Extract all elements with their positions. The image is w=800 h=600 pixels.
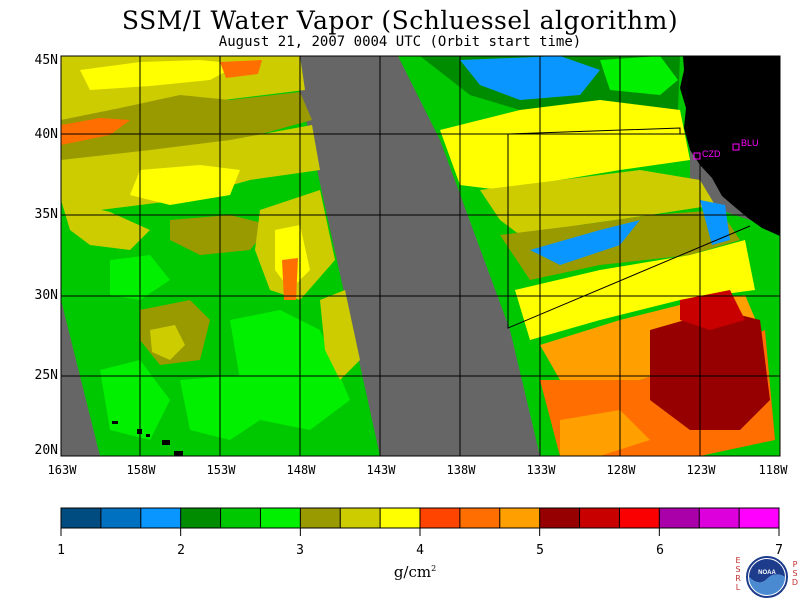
colorbar-swatch [459,508,501,528]
colorbar-swatch [539,508,581,528]
colorbar-swatch [659,508,700,528]
lon-label-128w: 128W [606,463,636,477]
colorbar-swatch [420,508,461,528]
colorbar-swatch [340,508,381,528]
colorbar-units: g/cm2 [380,563,450,581]
lon-label-133w: 133W [526,463,556,477]
colorbar-swatch [260,508,301,528]
svg-text:NOAA: NOAA [758,570,776,576]
colorbar-tick-4: 4 [416,543,424,558]
station-label-blu: BLU [741,138,759,148]
map-frame [60,55,781,457]
station-marker-czd [693,152,701,160]
colorbar-swatch [140,508,182,528]
colorbar-tick-5: 5 [536,543,544,558]
colorbar-swatch [100,508,142,528]
lat-label-30n: 30N [34,288,58,303]
colorbar-tick-6: 6 [656,543,664,558]
lat-label-25n: 25N [34,368,58,383]
colorbar-swatch [61,508,102,528]
colorbar-swatch [180,508,222,528]
station-marker-blu [732,143,740,151]
colorbar-tick-3: 3 [296,543,304,558]
colorbar-swatch [220,508,261,528]
lon-label-118w: 118W [758,463,788,477]
colorbar-swatch [499,508,541,528]
colorbar-tick-2: 2 [177,543,185,558]
map-subtitle: August 21, 2007 0004 UTC (Orbit start ti… [218,34,582,50]
colorbar-swatch [300,508,341,528]
lat-label-20n: 20N [34,443,58,458]
lon-label-148w: 148W [286,463,316,477]
lat-label-35n: 35N [34,207,58,222]
colorbar-swatch [739,508,780,528]
lat-label-45n: 45N [34,53,58,68]
graticule [61,56,780,456]
units-exponent: 2 [431,564,437,573]
lon-label-158w: 158W [126,463,156,477]
colorbar-swatch [619,508,660,528]
lat-label-40n: 40N [34,127,58,142]
colorbar-swatch [579,508,620,528]
units-text: g/cm [393,563,432,581]
land-mass [680,56,780,236]
lon-label-143w: 143W [366,463,396,477]
swath-east [398,56,780,456]
lon-label-138w: 138W [446,463,476,477]
lon-label-153w: 153W [206,463,236,477]
station-label-czd: CZD [702,149,721,159]
colorbar-tick-1: 1 [57,543,65,558]
lon-label-163w: 163W [47,463,77,477]
colorbar-tick-7: 7 [775,543,783,558]
lon-label-123w: 123W [686,463,716,477]
study-region-outline [507,127,681,135]
colorbar [60,507,780,536]
colorbar-swatch [699,508,740,528]
map-title: SSM/I Water Vapor (Schluessel algorithm) [121,6,679,35]
colorbar-swatch [380,508,421,528]
noaa-emblem: NOAA [746,556,788,598]
